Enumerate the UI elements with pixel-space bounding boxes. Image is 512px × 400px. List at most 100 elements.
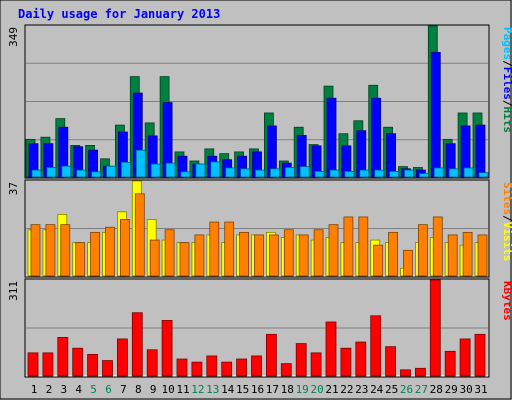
bar-kbytes-day-17: [265, 333, 277, 377]
x-tick-label-day-23: 23: [355, 383, 368, 396]
x-tick-label-day-20: 20: [310, 383, 323, 396]
bar-sites-day-25: [388, 231, 399, 277]
bar-pages-day-30: [463, 167, 474, 178]
bar-kbytes-day-29: [444, 350, 456, 377]
bar-pages-day-17: [269, 168, 280, 178]
bar-kbytes-day-16: [251, 355, 262, 377]
y-max-label: 349: [7, 27, 20, 47]
bar-kbytes-day-31: [474, 333, 486, 377]
legend-entry: Visits: [501, 222, 512, 262]
x-tick-label-day-16: 16: [251, 383, 264, 396]
bar-kbytes-day-1: [27, 352, 39, 377]
x-tick-label-day-25: 25: [385, 383, 398, 396]
bar-sites-day-24: [373, 244, 384, 277]
bar-files-day-28: [430, 51, 441, 178]
x-tick-label-day-10: 10: [161, 383, 174, 396]
series-kbytes: [27, 279, 486, 377]
bar-kbytes-day-25: [385, 346, 397, 377]
legend-entry: Hits: [501, 107, 512, 134]
bar-kbytes-day-9: [146, 349, 158, 377]
x-tick-label-day-31: 31: [474, 383, 487, 396]
bar-sites-day-8: [134, 193, 145, 277]
bar-sites-day-18: [283, 229, 294, 277]
bar-files-day-21: [326, 97, 337, 178]
bar-pages-day-21: [329, 169, 340, 178]
bar-pages-day-7: [121, 161, 131, 178]
series-sites: [30, 193, 488, 277]
x-tick-label-day-1: 1: [31, 383, 38, 396]
bar-kbytes-day-28: [429, 279, 441, 377]
bar-kbytes-day-8: [131, 312, 143, 377]
bar-kbytes-day-11: [176, 358, 188, 377]
bar-kbytes-day-20: [310, 352, 322, 377]
bar-kbytes-day-27: [414, 367, 426, 377]
bar-pages-day-28: [433, 167, 444, 178]
x-tick-label-day-30: 30: [459, 383, 472, 396]
x-tick-label-day-12: 12: [191, 383, 204, 396]
x-tick-label-day-4: 4: [75, 383, 82, 396]
bar-pages-day-24: [374, 169, 385, 178]
x-tick-label-day-9: 9: [150, 383, 157, 396]
bar-sites-day-6: [105, 226, 115, 277]
bar-sites-day-23: [358, 216, 369, 277]
bar-sites-day-27: [417, 224, 428, 277]
bar-pages-day-10: [165, 162, 176, 178]
x-tick-label-day-13: 13: [206, 383, 219, 396]
x-tick-label-day-29: 29: [445, 383, 458, 396]
bar-kbytes-day-5: [87, 353, 98, 377]
bar-pages-day-26: [404, 169, 414, 178]
bar-files-day-25: [386, 133, 397, 178]
bar-pages-day-23: [359, 169, 370, 178]
bar-kbytes-day-18: [280, 363, 292, 377]
bar-sites-day-30: [462, 231, 473, 277]
bar-sites-day-11: [179, 242, 190, 277]
bar-sites-day-20: [313, 229, 324, 277]
x-tick-label-day-17: 17: [266, 383, 279, 396]
bar-sites-day-19: [298, 234, 309, 277]
panel-bottom: 311 KBytes: [7, 278, 512, 378]
bar-sites-day-17: [268, 234, 279, 277]
y-max-label: 37: [7, 182, 20, 195]
chart-panels: 349Pages/Files/Hits37Sites/Visits311KByt…: [7, 24, 512, 378]
x-tick-label-day-18: 18: [281, 383, 294, 396]
bar-pages-day-29: [448, 168, 459, 178]
bar-sites-day-1: [30, 224, 41, 277]
series-pages: [31, 149, 489, 178]
bar-pages-day-15: [240, 168, 251, 178]
bar-pages-day-20: [314, 170, 325, 178]
bar-sites-day-31: [477, 234, 488, 277]
bar-pages-day-16: [255, 169, 265, 178]
bar-pages-day-1: [31, 169, 42, 178]
bar-sites-day-13: [209, 221, 220, 277]
bar-kbytes-day-26: [400, 369, 411, 377]
bar-sites-day-7: [120, 219, 130, 277]
bar-kbytes-day-4: [72, 347, 84, 377]
bar-pages-day-4: [76, 169, 87, 178]
bar-sites-day-16: [254, 234, 264, 277]
x-tick-label-day-5: 5: [90, 383, 97, 396]
series-files: [28, 51, 486, 178]
bar-kbytes-day-22: [340, 347, 352, 377]
bar-sites-day-29: [447, 234, 458, 277]
bar-sites-day-10: [164, 229, 175, 277]
legend-entry: KBytes: [501, 281, 512, 321]
bar-sites-day-12: [194, 234, 205, 277]
bar-pages-day-22: [344, 170, 355, 178]
bar-pages-day-8: [135, 149, 146, 178]
bar-kbytes-day-15: [236, 358, 248, 377]
x-tick-label-day-3: 3: [60, 383, 67, 396]
bar-kbytes-day-6: [102, 360, 113, 377]
bar-pages-day-27: [418, 173, 429, 178]
x-tick-label-day-24: 24: [370, 383, 384, 396]
bar-sites-day-5: [90, 231, 100, 277]
bar-sites-day-22: [343, 216, 354, 277]
bar-pages-day-3: [61, 165, 72, 178]
legend-entry: Sites: [501, 182, 512, 215]
legend-entry: Pages: [501, 27, 512, 60]
bar-pages-day-31: [478, 172, 489, 178]
series-legend: Sites/Visits: [501, 182, 512, 262]
x-tick-label-day-27: 27: [415, 383, 428, 396]
bar-kbytes-day-30: [459, 338, 471, 377]
